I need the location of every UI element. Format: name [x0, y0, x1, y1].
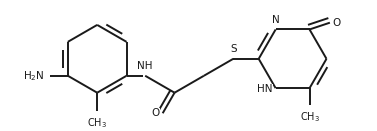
Text: N: N: [272, 15, 279, 25]
Text: CH$_3$: CH$_3$: [300, 110, 320, 124]
Text: HN: HN: [257, 84, 273, 94]
Text: CH$_3$: CH$_3$: [87, 116, 107, 130]
Text: NH: NH: [138, 61, 153, 71]
Text: O: O: [333, 18, 341, 28]
Text: O: O: [152, 108, 160, 118]
Text: H$_2$N: H$_2$N: [23, 69, 44, 83]
Text: S: S: [230, 44, 237, 54]
